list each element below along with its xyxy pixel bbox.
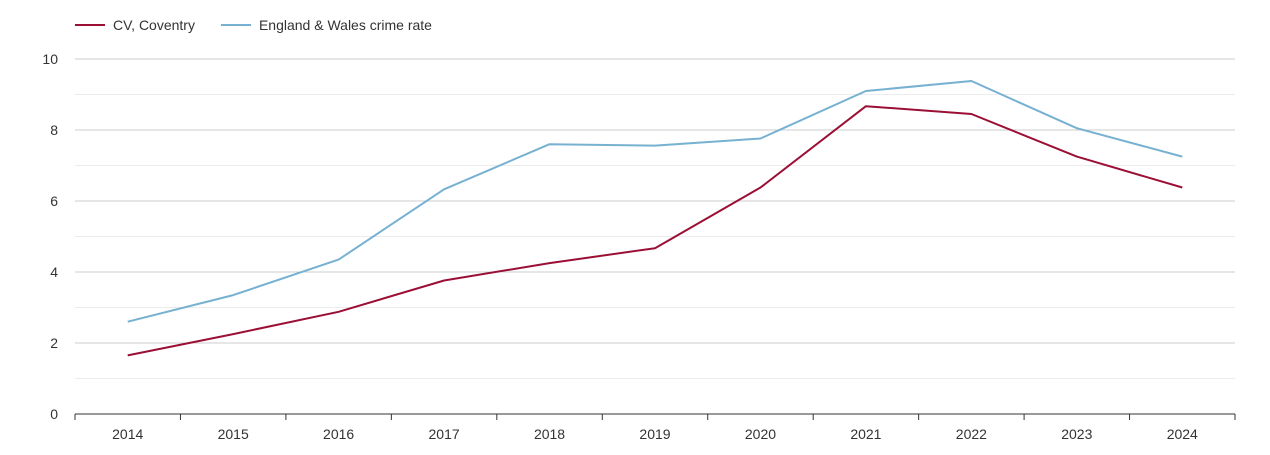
x-tick-label: 2024 xyxy=(1167,426,1198,442)
x-axis-tick-labels: 2014 2015 2016 2017 2018 2019 2020 2021 2022 2023… xyxy=(112,426,1198,442)
y-axis-tick-labels: 0 2 4 6 8 10 xyxy=(42,51,58,422)
x-tick-label: 2022 xyxy=(956,426,987,442)
x-tick-label: 2020 xyxy=(745,426,776,442)
grid xyxy=(75,58,1235,379)
series-line xyxy=(127,80,1183,323)
x-tick-label: 2017 xyxy=(429,426,460,442)
x-tick-label: 2018 xyxy=(534,426,565,442)
legend-label: England & Wales crime rate xyxy=(259,17,432,33)
y-tick-label: 0 xyxy=(50,406,58,422)
y-tick-label: 8 xyxy=(50,122,58,138)
legend: CV, Coventry England & Wales crime rate xyxy=(75,17,432,33)
legend-label: CV, Coventry xyxy=(113,17,195,33)
x-tick-label: 2014 xyxy=(112,426,143,442)
y-tick-label: 10 xyxy=(42,51,58,67)
y-tick-label: 2 xyxy=(50,335,58,351)
series-line xyxy=(127,105,1183,357)
x-tick-label: 2019 xyxy=(639,426,670,442)
y-tick-label: 4 xyxy=(50,264,58,280)
series-lines xyxy=(127,80,1183,357)
x-tick-label: 2023 xyxy=(1061,426,1092,442)
x-tick-label: 2016 xyxy=(323,426,354,442)
x-tick-label: 2015 xyxy=(218,426,249,442)
y-tick-label: 6 xyxy=(50,193,58,209)
x-axis xyxy=(74,413,1236,420)
x-tick-label: 2021 xyxy=(850,426,881,442)
